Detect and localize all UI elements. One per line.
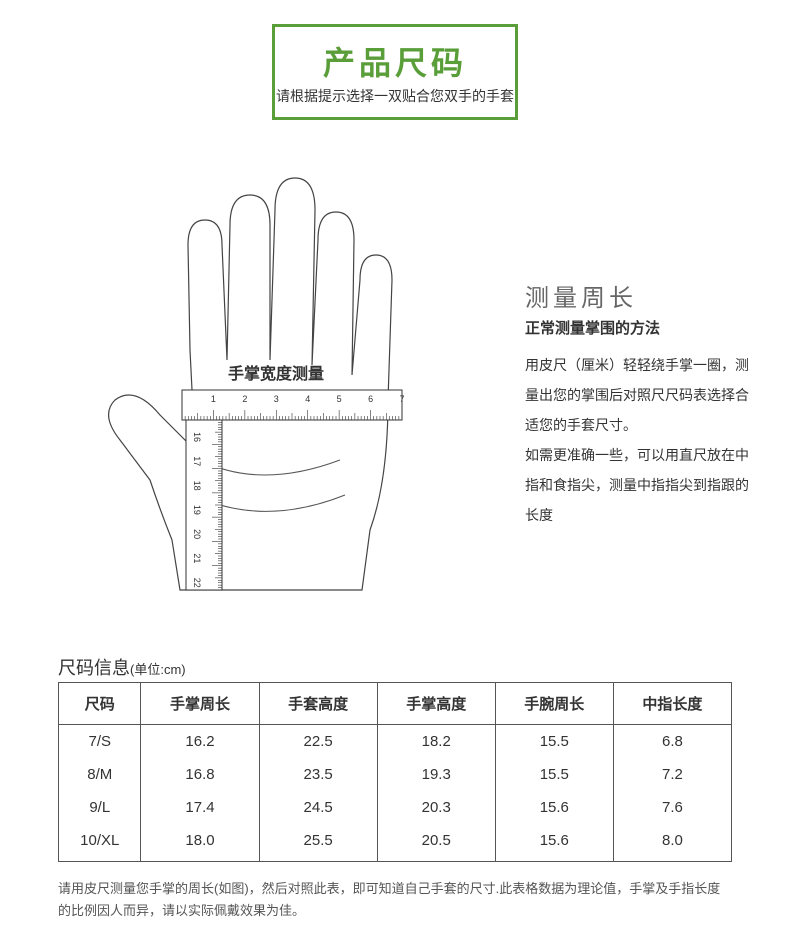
size-info-unit: (单位:cm) bbox=[130, 662, 186, 677]
table-header-cell: 手腕周长 bbox=[495, 683, 613, 725]
title-subtitle: 请根据提示选择一双贴合您双手的手套 bbox=[276, 86, 514, 106]
table-header-cell: 手套高度 bbox=[259, 683, 377, 725]
table-body: 7/S16.222.518.215.56.88/M16.823.519.315.… bbox=[59, 725, 732, 862]
size-table: 尺码手掌周长手套高度手掌高度手腕周长中指长度 7/S16.222.518.215… bbox=[58, 682, 732, 862]
table-cell: 25.5 bbox=[259, 824, 377, 862]
table-cell: 23.5 bbox=[259, 758, 377, 791]
svg-text:3: 3 bbox=[274, 394, 279, 404]
table-header-cell: 尺码 bbox=[59, 683, 141, 725]
footnote: 请用皮尺测量您手掌的周长(如图)，然后对照此表，即可知道自己手套的尺寸.此表格数… bbox=[58, 878, 732, 922]
hand-outline bbox=[109, 178, 392, 590]
table-cell: 15.6 bbox=[495, 824, 613, 862]
table-row: 9/L17.424.520.315.67.6 bbox=[59, 791, 732, 824]
svg-text:18: 18 bbox=[192, 481, 202, 491]
table-cell: 7.6 bbox=[613, 791, 731, 824]
measure-title: 测量周长 bbox=[525, 278, 755, 313]
ruler-vertical: 16 17 18 19 20 21 22 bbox=[186, 420, 222, 590]
table-cell: 18.0 bbox=[141, 824, 259, 862]
table-cell: 16.8 bbox=[141, 758, 259, 791]
table-cell: 15.6 bbox=[495, 791, 613, 824]
table-cell: 20.3 bbox=[377, 791, 495, 824]
ruler-label: 手掌宽度测量 bbox=[228, 360, 324, 384]
measure-line: 如需更准确一些，可以用直尺放在中指和食指尖，测量中指指尖到指跟的长度 bbox=[525, 440, 755, 530]
table-cell: 9/L bbox=[59, 791, 141, 824]
table-header-cell: 中指长度 bbox=[613, 683, 731, 725]
title-main: 产品尺码 bbox=[323, 38, 467, 84]
svg-text:2: 2 bbox=[242, 394, 247, 404]
svg-text:4: 4 bbox=[305, 394, 310, 404]
svg-text:19: 19 bbox=[192, 505, 202, 515]
ruler-horizontal: 1 2 3 4 5 6 7 bbox=[182, 390, 405, 420]
table-cell: 6.8 bbox=[613, 725, 731, 759]
svg-text:21: 21 bbox=[192, 553, 202, 563]
table-cell: 8.0 bbox=[613, 824, 731, 862]
table-cell: 16.2 bbox=[141, 725, 259, 759]
hand-illustration: 1 2 3 4 5 6 7 16 17 18 19 20 21 22 手掌宽度测量 bbox=[60, 150, 480, 610]
table-cell: 24.5 bbox=[259, 791, 377, 824]
svg-text:6: 6 bbox=[368, 394, 373, 404]
table-cell: 15.5 bbox=[495, 758, 613, 791]
svg-text:22: 22 bbox=[192, 578, 202, 588]
size-info-title-text: 尺码信息 bbox=[58, 658, 130, 678]
size-info-heading: 尺码信息(单位:cm) bbox=[58, 654, 186, 680]
svg-text:7: 7 bbox=[399, 394, 404, 404]
svg-text:17: 17 bbox=[192, 456, 202, 466]
table-cell: 8/M bbox=[59, 758, 141, 791]
svg-text:16: 16 bbox=[192, 432, 202, 442]
table-cell: 7.2 bbox=[613, 758, 731, 791]
table-cell: 15.5 bbox=[495, 725, 613, 759]
table-cell: 20.5 bbox=[377, 824, 495, 862]
table-cell: 7/S bbox=[59, 725, 141, 759]
measure-body: 用皮尺（厘米）轻轻绕手掌一圈，测量出您的掌围后对照尺尺码表选择合适您的手套尺寸。… bbox=[525, 350, 755, 530]
svg-text:5: 5 bbox=[337, 394, 342, 404]
table-cell: 17.4 bbox=[141, 791, 259, 824]
table-cell: 22.5 bbox=[259, 725, 377, 759]
table-row: 8/M16.823.519.315.57.2 bbox=[59, 758, 732, 791]
table-row: 7/S16.222.518.215.56.8 bbox=[59, 725, 732, 759]
table-header: 尺码手掌周长手套高度手掌高度手腕周长中指长度 bbox=[59, 683, 732, 725]
table-header-cell: 手掌高度 bbox=[377, 683, 495, 725]
measurement-instructions: 测量周长 正常测量掌围的方法 用皮尺（厘米）轻轻绕手掌一圈，测量出您的掌围后对照… bbox=[525, 278, 755, 530]
table-cell: 10/XL bbox=[59, 824, 141, 862]
table-cell: 19.3 bbox=[377, 758, 495, 791]
title-box: 产品尺码 请根据提示选择一双贴合您双手的手套 bbox=[272, 24, 518, 120]
table-row: 10/XL18.025.520.515.68.0 bbox=[59, 824, 732, 862]
table-header-cell: 手掌周长 bbox=[141, 683, 259, 725]
svg-text:20: 20 bbox=[192, 529, 202, 539]
svg-text:1: 1 bbox=[211, 394, 216, 404]
table-cell: 18.2 bbox=[377, 725, 495, 759]
measure-line: 用皮尺（厘米）轻轻绕手掌一圈，测量出您的掌围后对照尺尺码表选择合适您的手套尺寸。 bbox=[525, 350, 755, 440]
measure-subtitle: 正常测量掌围的方法 bbox=[525, 317, 755, 338]
